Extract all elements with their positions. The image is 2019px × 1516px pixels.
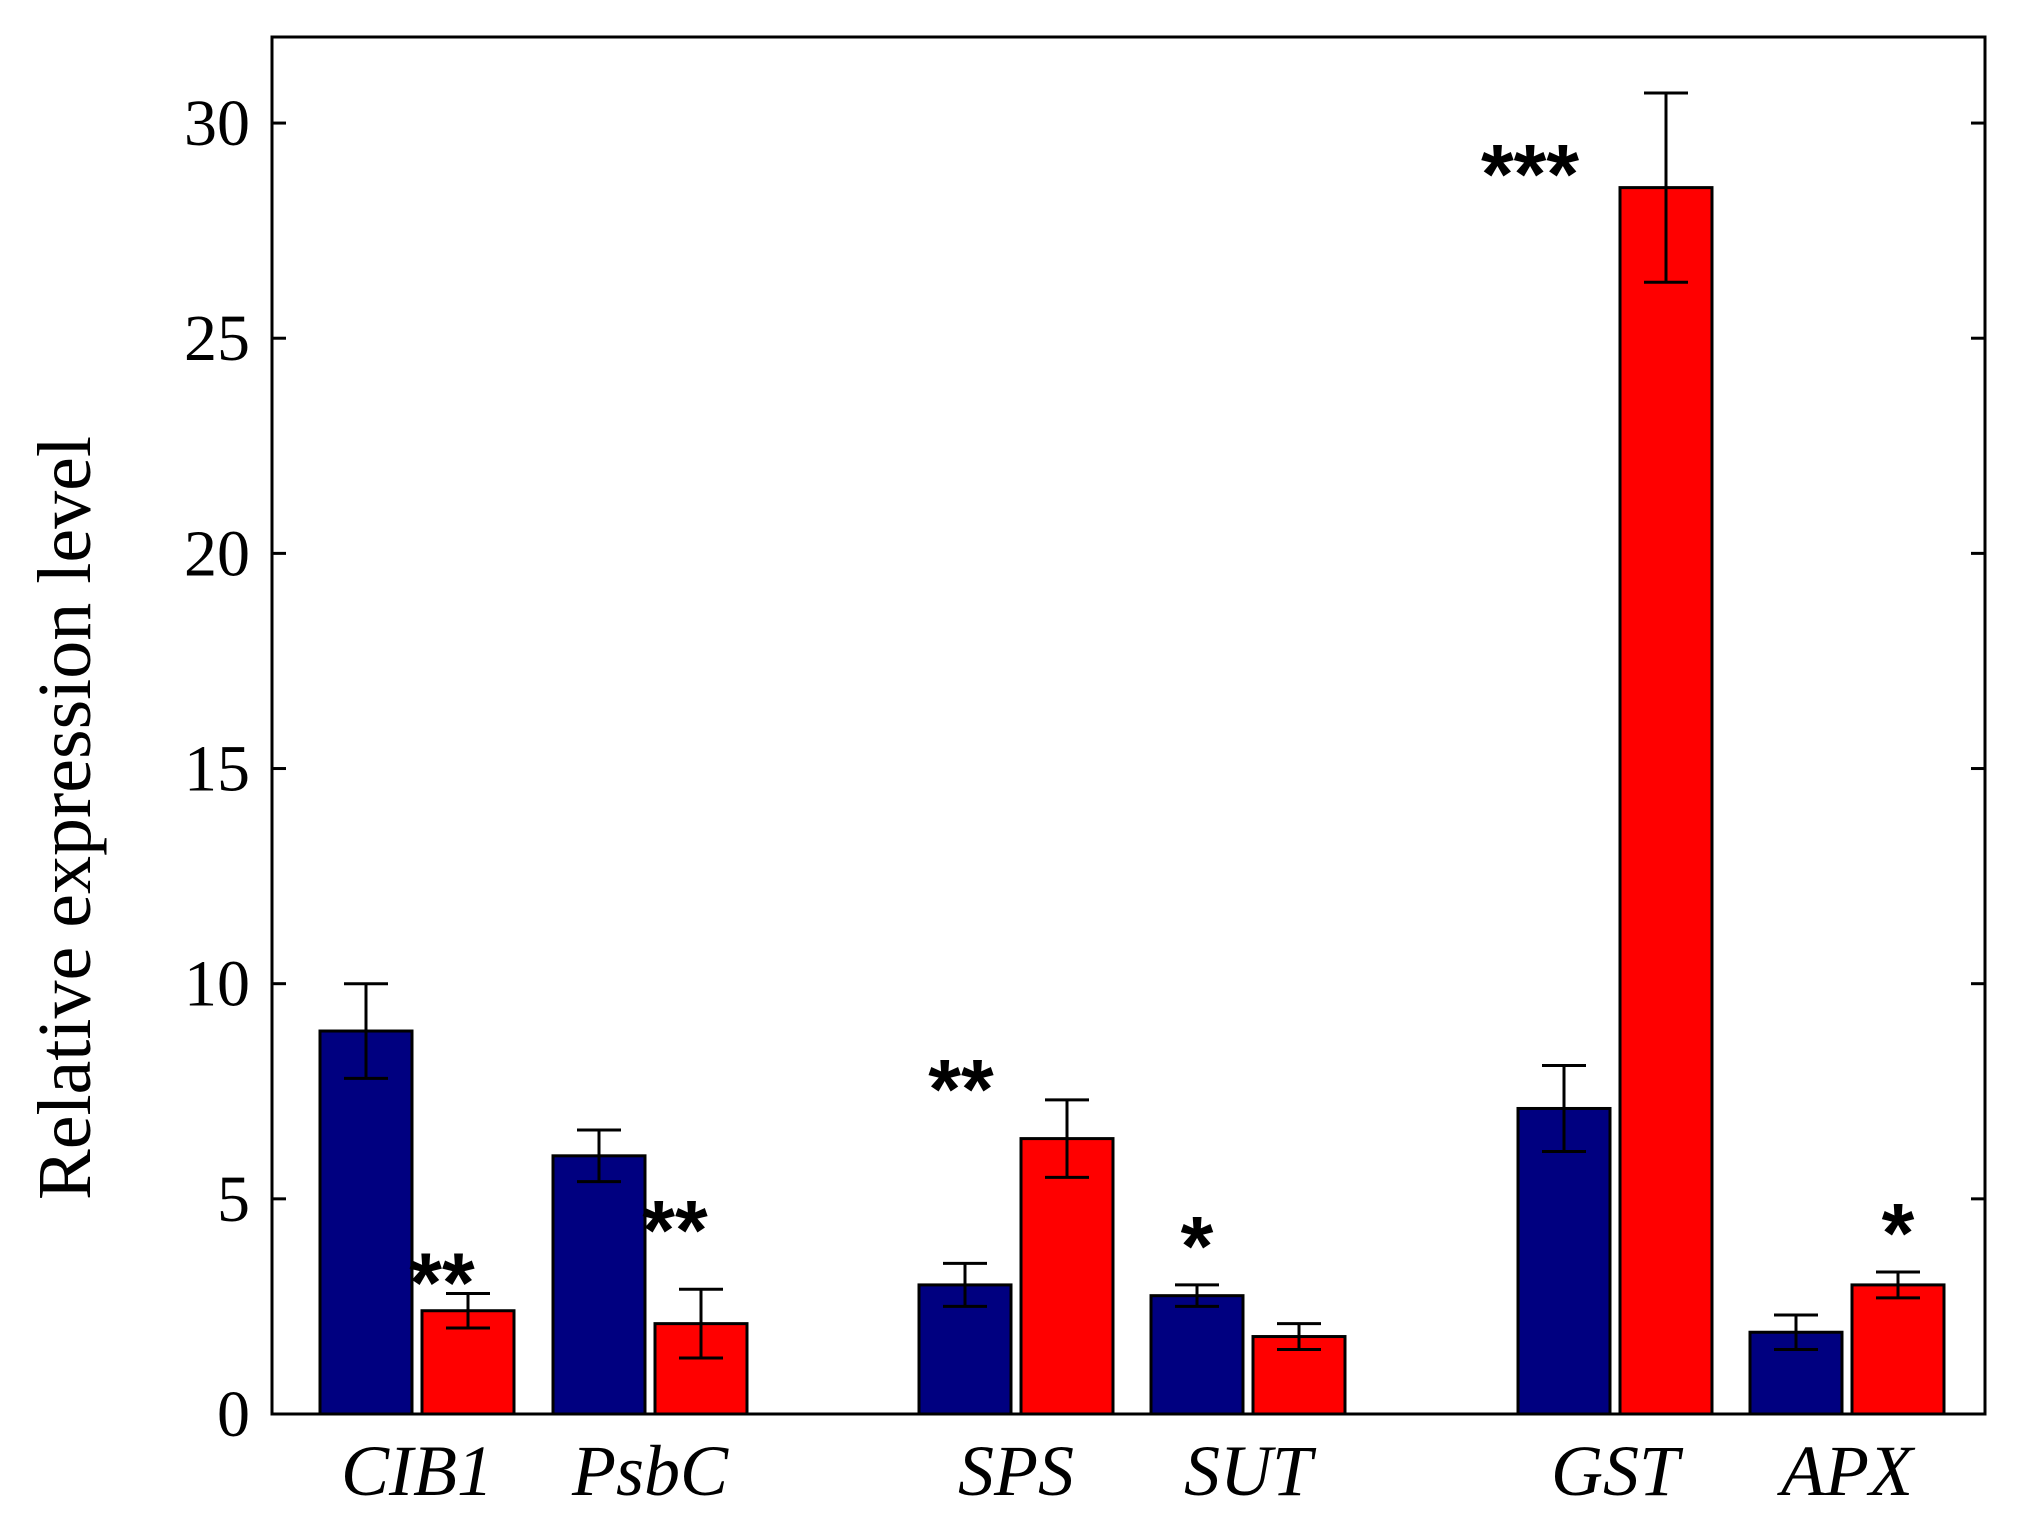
y-axis-title: Relative expression level	[23, 436, 107, 1200]
significance-marker: ***	[1481, 127, 1579, 221]
bar-cib1-s1	[318, 1029, 414, 1416]
bar-psbc-s1	[551, 1154, 647, 1416]
y-tick-label: 5	[217, 1163, 250, 1236]
x-tick-label: CIB1	[341, 1431, 493, 1511]
plot-frame	[270, 35, 1987, 1416]
y-tick-label: 15	[184, 733, 250, 806]
y-tick-label: 30	[184, 87, 250, 160]
bar-gst-s2	[1618, 186, 1714, 1416]
y-tick-label: 10	[184, 948, 250, 1021]
y-tick-label: 20	[184, 517, 250, 590]
significance-marker: **	[409, 1236, 475, 1330]
x-tick-label: GST	[1551, 1431, 1684, 1511]
significance-marker: **	[642, 1183, 708, 1277]
x-tick-label: PsbC	[571, 1431, 729, 1511]
bar-gst-s1	[1516, 1106, 1612, 1416]
significance-marker: **	[928, 1042, 994, 1136]
bar-sut-s1	[1149, 1294, 1245, 1416]
x-tick-label: APX	[1777, 1431, 1916, 1511]
y-tick-label: 0	[217, 1378, 250, 1451]
bar-cib1-s2	[420, 1309, 516, 1416]
significance-marker: *	[1882, 1186, 1915, 1280]
x-tick-label: SUT	[1184, 1431, 1317, 1511]
bar-sps-s2	[1019, 1137, 1115, 1416]
x-tick-label: SPS	[958, 1431, 1074, 1511]
bar-apx-s2	[1850, 1283, 1946, 1416]
y-tick-label: 25	[184, 302, 250, 375]
significance-marker: *	[1181, 1199, 1214, 1293]
